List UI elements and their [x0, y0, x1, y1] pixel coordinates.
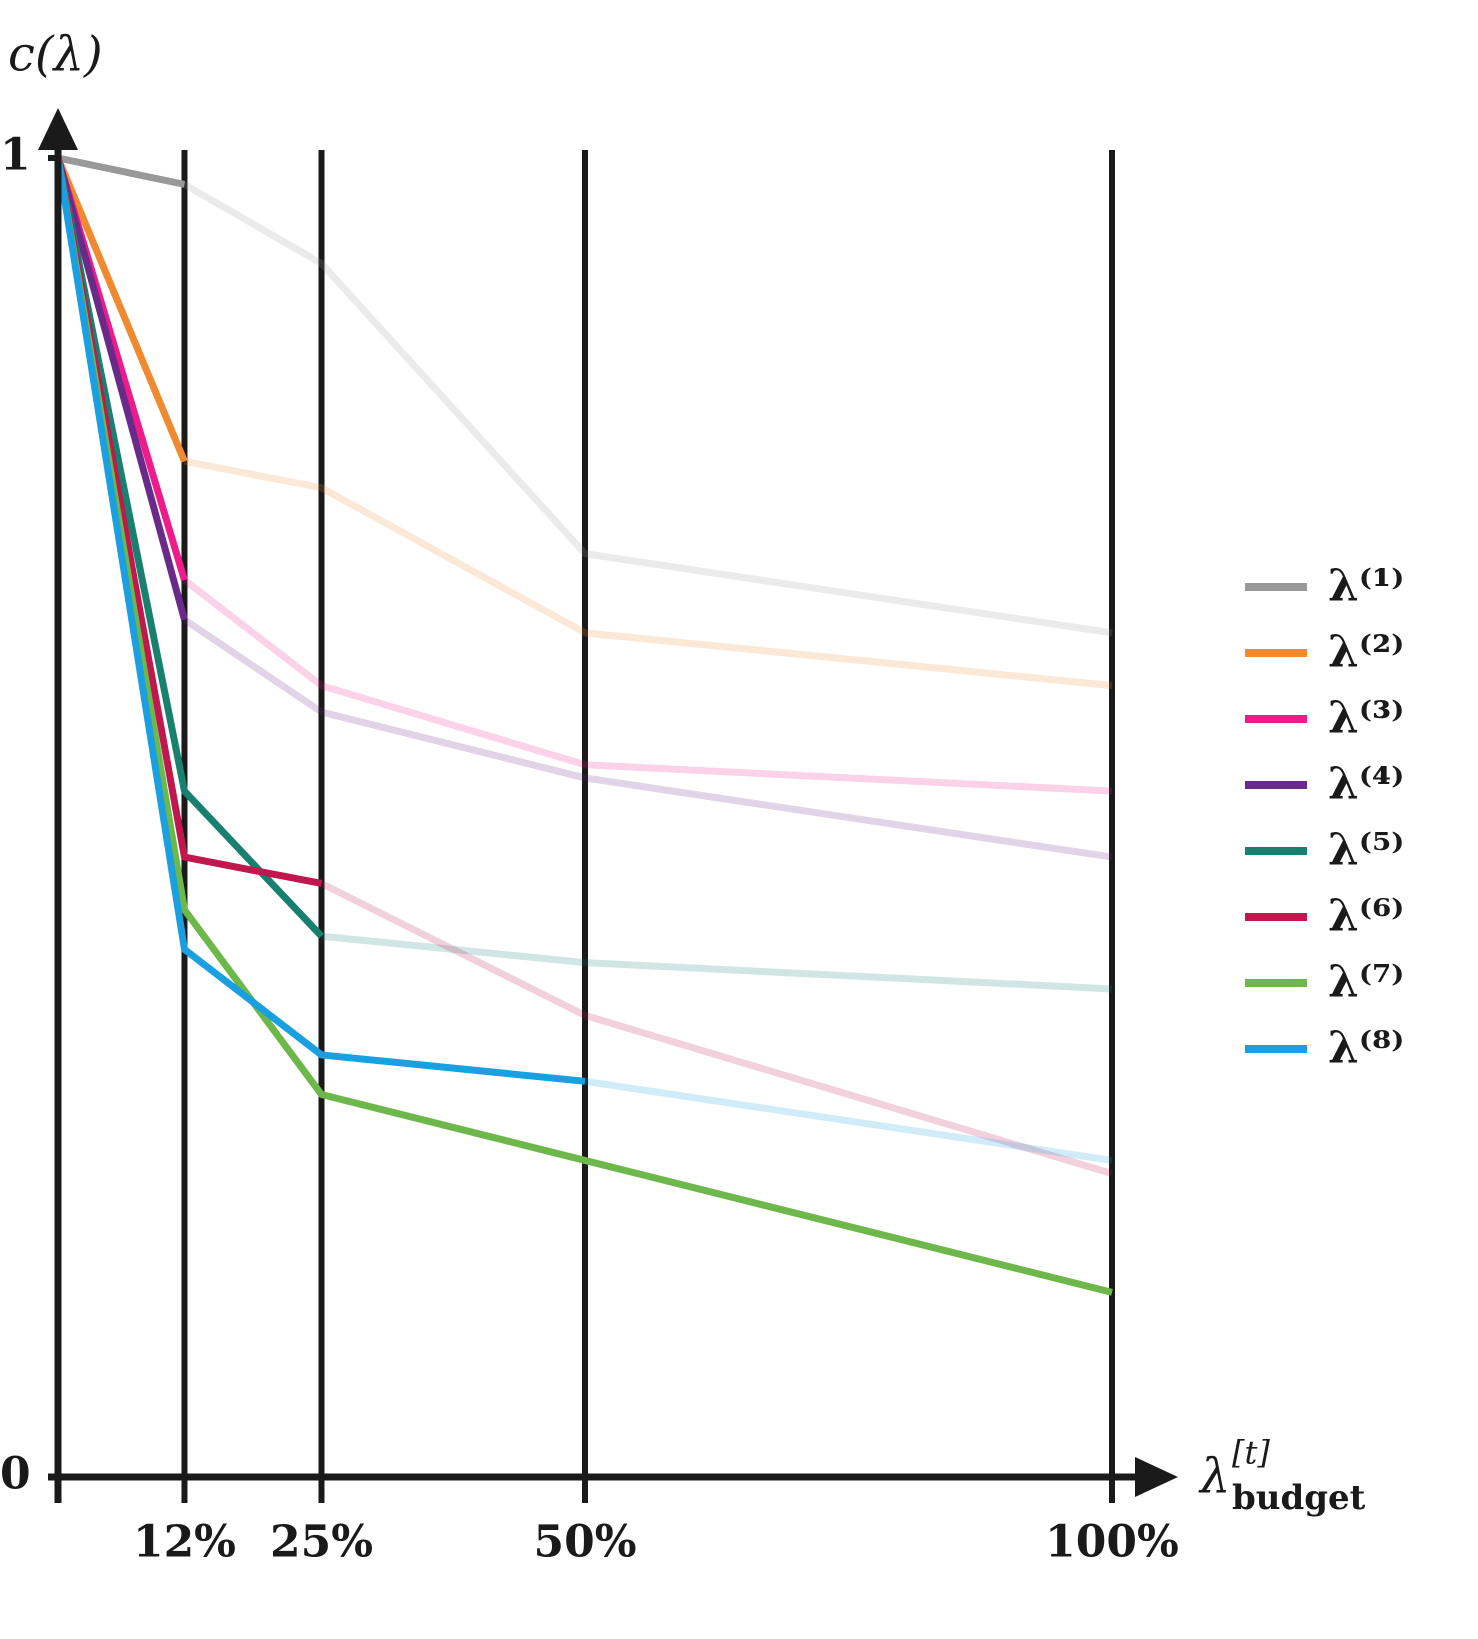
series-line — [54, 157, 188, 621]
y-tick-label: 0 — [0, 1449, 31, 1500]
legend-label: λ⁽¹⁾ — [1328, 561, 1404, 612]
series-line-faded — [319, 880, 1114, 1177]
series-line — [54, 157, 325, 939]
series-line-faded — [182, 577, 1113, 795]
x-tick-label: 100% — [1045, 1517, 1179, 1568]
series-line — [54, 156, 188, 463]
legend-label: λ⁽⁵⁾ — [1328, 825, 1404, 876]
legend-label: λ⁽⁷⁾ — [1328, 957, 1404, 1008]
legend-label: λ⁽³⁾ — [1328, 693, 1404, 744]
x-axis-label-sub: budget — [1232, 1478, 1366, 1518]
series-line-faded — [183, 457, 1113, 690]
legend-label: λ⁽⁴⁾ — [1328, 759, 1404, 810]
y-axis-arrow — [38, 108, 78, 150]
series-line — [54, 157, 323, 887]
x-tick-label: 50% — [533, 1517, 636, 1568]
x-tick-label: 25% — [270, 1517, 373, 1568]
series-line-faded — [584, 1077, 1113, 1164]
legend-label: λ⁽⁶⁾ — [1328, 891, 1404, 942]
x-axis-arrow — [1135, 1457, 1178, 1497]
x-axis-label-sup: [t] — [1232, 1434, 1270, 1472]
legend-label: λ⁽⁸⁾ — [1328, 1023, 1404, 1074]
x-axis-label: λ — [1198, 1449, 1230, 1505]
series-line-faded — [182, 181, 1113, 637]
series-line — [57, 154, 186, 188]
series-line-faded — [182, 616, 1113, 861]
y-tick-label: 1 — [0, 130, 31, 181]
series-line — [54, 157, 586, 1085]
y-axis-label: c(λ) — [8, 27, 103, 83]
legend-label: λ⁽²⁾ — [1328, 627, 1404, 678]
series-line — [54, 157, 1113, 1296]
series-line-faded — [321, 932, 1113, 993]
x-tick-label: 12% — [133, 1517, 236, 1568]
